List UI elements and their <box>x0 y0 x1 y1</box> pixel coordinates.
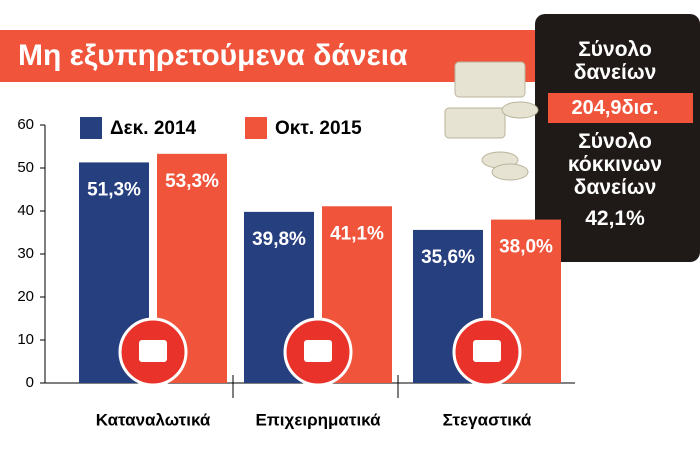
title-banner <box>0 30 545 82</box>
side-box <box>535 14 700 262</box>
y-tick-label: 60 <box>17 116 34 133</box>
legend-swatch <box>80 117 102 139</box>
side-label: Σύνολο κόκκινων δανείων <box>567 130 663 199</box>
x-tick-label: Καταναλωτικά <box>96 410 211 429</box>
category-icon-shape <box>139 340 167 362</box>
value-label: 53,3% <box>165 171 219 192</box>
side-label: Σύνολο δανείων <box>573 38 657 84</box>
category-icon-shape <box>473 340 501 362</box>
value-label: 39,8% <box>252 229 306 250</box>
category-icon-shape <box>304 340 332 362</box>
side-value: 42,1% <box>585 207 645 230</box>
value-label: 41,1% <box>330 223 384 244</box>
legend-label: Οκτ. 2015 <box>275 118 362 139</box>
y-tick-label: 20 <box>17 288 34 305</box>
y-tick-label: 40 <box>17 202 34 219</box>
legend-swatch <box>245 117 267 139</box>
side-highlight <box>548 93 693 123</box>
money-decoration <box>444 61 539 181</box>
y-tick-label: 30 <box>17 245 34 262</box>
side-value: 204,9δισ. <box>571 97 659 119</box>
legend-label: Δεκ. 2014 <box>110 118 197 139</box>
x-tick-label: Επιχειρηματικά <box>255 410 381 429</box>
y-tick-label: 0 <box>26 374 34 391</box>
value-label: 51,3% <box>87 179 141 200</box>
y-tick-label: 10 <box>17 331 34 348</box>
value-label: 35,6% <box>421 247 475 268</box>
y-tick-label: 50 <box>17 159 34 176</box>
value-label: 38,0% <box>499 237 553 258</box>
x-tick-label: Στεγαστικά <box>443 410 532 429</box>
chart-title: Μη εξυπηρετούμενα δάνεια <box>18 39 408 72</box>
